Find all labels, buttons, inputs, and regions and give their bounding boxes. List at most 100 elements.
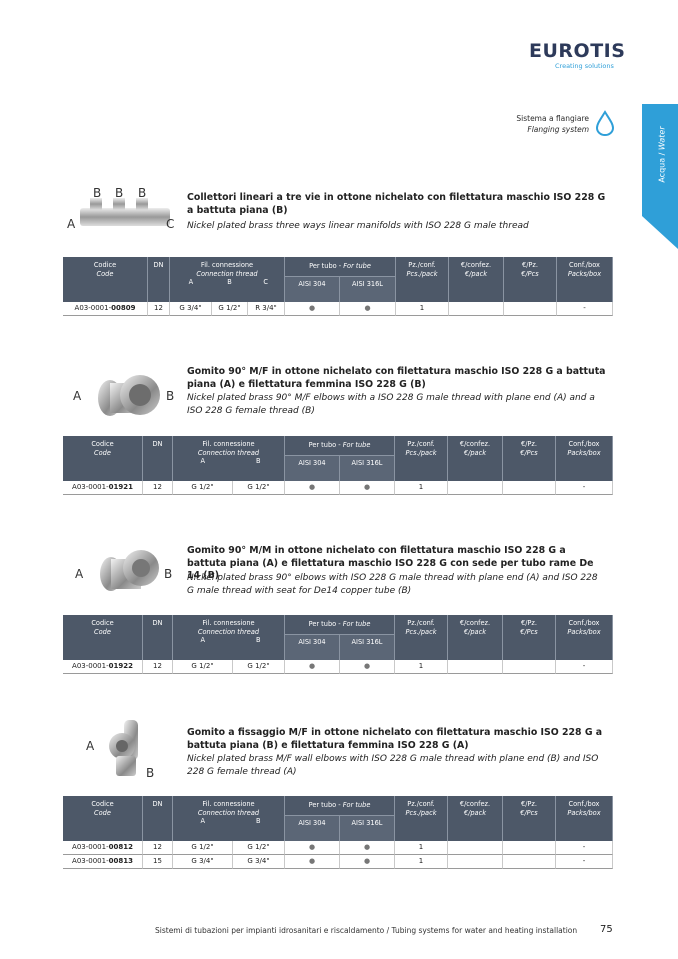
pcs: 1	[418, 483, 424, 491]
header-line: Conf./box	[556, 440, 612, 449]
header-text: AISI 304	[298, 280, 326, 288]
header-text: Codice	[91, 800, 114, 808]
header-box: Conf./box Packs/box	[556, 796, 613, 841]
header-line: €/Pcs	[503, 449, 555, 458]
dn: 12	[153, 483, 162, 491]
code-prefix: A03-0001-	[72, 662, 109, 670]
product-subtitle: Nickel plated brass 90° M/F elbows with …	[187, 393, 595, 416]
thread-letter: A	[173, 817, 232, 826]
header-tube: Per tubo - For tube	[285, 796, 395, 816]
header-aisi: AISI 304	[285, 456, 340, 481]
product-subtitle: Nickel plated brass M/F wall elbows with…	[187, 754, 599, 777]
header-text: Fil. connessione	[202, 800, 255, 808]
header-line: Conf./box	[557, 261, 612, 270]
header-thread: Fil. connessione Connection thread A B	[173, 796, 285, 841]
header-line: Code	[63, 270, 147, 279]
cell-pcs: 1	[395, 660, 448, 674]
cell-aisi316: ●	[340, 302, 396, 316]
cell-box: -	[556, 481, 613, 495]
cell-pack-price	[448, 481, 503, 495]
dn: 12	[153, 662, 162, 670]
dn: 12	[154, 304, 163, 312]
cell-pcs-price	[503, 855, 556, 869]
thread-letter-text: A	[188, 278, 194, 286]
header-dn: DN	[148, 257, 170, 302]
logo: EUROTIS	[529, 40, 626, 62]
header-text: AISI 316L	[351, 819, 383, 827]
image-label: B	[166, 389, 175, 403]
code-suffix: 01921	[108, 483, 133, 491]
header-text: AISI 316L	[351, 638, 383, 646]
thread-value: G 1/2"	[247, 483, 270, 491]
drop-icon	[595, 110, 615, 136]
header-thread-letters: A B C	[170, 278, 284, 287]
header-text: AISI 304	[298, 459, 326, 467]
cell-pack-price	[449, 302, 504, 316]
cell-thread: G 1/2"	[173, 660, 233, 674]
cell-pcs-price	[503, 841, 556, 855]
image-label: C	[166, 217, 175, 231]
header-line: €/Pcs	[503, 628, 555, 637]
cell-thread: G 1/2"	[233, 841, 285, 855]
header-line: Pcs./pack	[396, 270, 448, 279]
cell-code: A03-0001-00813	[63, 855, 143, 869]
thread-value: G 3/4"	[191, 857, 214, 865]
header-text: Packs/box	[567, 627, 601, 636]
header-code: Codice Code	[63, 257, 148, 302]
image-label: A	[67, 217, 76, 231]
thread-letter: B	[232, 636, 284, 645]
image-wall-elbow	[109, 720, 138, 776]
aisi-mark: ●	[363, 483, 371, 491]
thread-letter-text: C	[263, 278, 268, 286]
header-pz: €/Pz. €/Pcs	[503, 796, 556, 841]
cell-aisi304: ●	[285, 302, 340, 316]
cell-code: A03-0001-01922	[63, 660, 143, 674]
header-text: Fil. connessione	[202, 440, 255, 448]
header-text: For tube	[342, 441, 371, 449]
image-label: A	[86, 739, 95, 753]
header-line: €/confez.	[448, 619, 502, 628]
header-line: Conf./box	[556, 619, 612, 628]
product-subtitle: Nickel plated brass three ways linear ma…	[187, 221, 529, 231]
cell-thread: G 1/2"	[173, 841, 233, 855]
header-line: Pz./conf.	[395, 800, 447, 809]
header-line: €/confez.	[449, 261, 503, 270]
header-text: Pcs./pack	[406, 269, 438, 278]
cell-thread: G 1/2"	[233, 481, 285, 495]
header-line: Connection thread	[173, 449, 284, 458]
header-line: €/Pcs	[504, 270, 556, 279]
header-text: €/pack	[464, 269, 488, 278]
header-thread: Fil. connessione Connection thread A B	[173, 436, 285, 481]
header-thread: Fil. connessione Connection thread A B	[173, 615, 285, 660]
image-elbow-mm	[100, 550, 159, 591]
code-prefix: A03-0001-	[74, 304, 112, 312]
header-text: Packs/box	[567, 448, 601, 457]
header-aisi: AISI 304	[285, 635, 340, 660]
cell-dn: 15	[143, 855, 173, 869]
header-text: Pz./conf.	[407, 800, 435, 808]
header-aisi: AISI 316L	[340, 456, 395, 481]
header-line: Code	[63, 809, 142, 818]
header-line: Code	[63, 449, 142, 458]
header-thread: Fil. connessione Connection thread A B C	[170, 257, 285, 302]
header-text: €/Pz.	[521, 800, 537, 808]
header-text: DN	[152, 440, 163, 448]
cell-pack-price	[448, 855, 503, 869]
header-line: Fil. connessione	[173, 619, 284, 628]
header-text: Per tubo -	[308, 441, 341, 449]
header-line: Fil. connessione	[170, 261, 284, 270]
header-line: €/pack	[448, 628, 502, 637]
header-line: Packs/box	[556, 449, 612, 458]
header-text: Codice	[93, 261, 117, 269]
cell-thread: G 3/4"	[173, 855, 233, 869]
header-text: Per tubo -	[309, 262, 342, 270]
thread-value: G 1/2"	[218, 304, 241, 312]
pcs: 1	[418, 857, 424, 865]
dn: 12	[153, 843, 162, 851]
thread-value: G 1/2"	[247, 843, 270, 851]
cell-thread: G 1/2"	[233, 660, 285, 674]
header-text: Code	[96, 269, 114, 278]
header-line: €/Pz.	[503, 440, 555, 449]
cell-aisi316: ●	[340, 855, 395, 869]
header-text: Codice	[91, 440, 114, 448]
